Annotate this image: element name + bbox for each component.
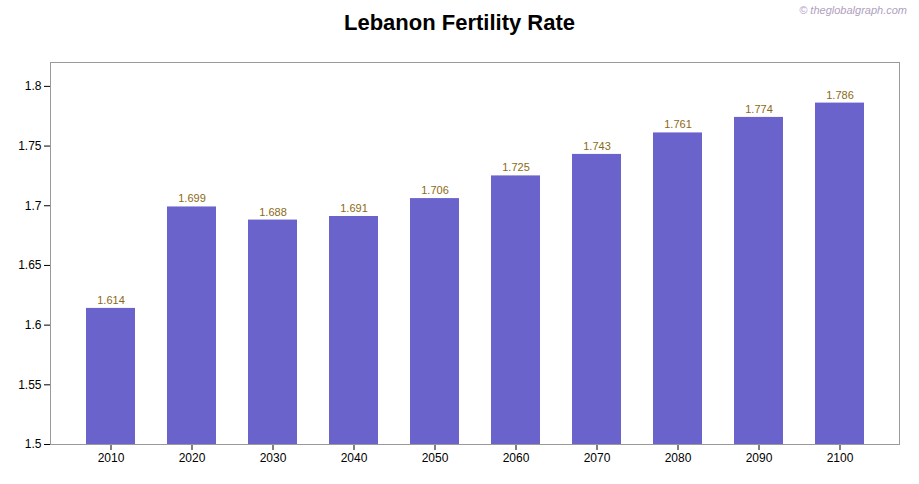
- svg-text:1.688: 1.688: [259, 206, 287, 218]
- html-text:Lebanon Fertility Rate: Lebanon Fertility Rate: [344, 10, 575, 35]
- svg-text:2010: 2010: [98, 451, 125, 465]
- svg-text:1.55: 1.55: [18, 378, 42, 392]
- svg-text:2100: 2100: [827, 451, 854, 465]
- svg-text:1.7: 1.7: [25, 199, 42, 213]
- svg-text:1.65: 1.65: [18, 258, 42, 272]
- svg-text:2040: 2040: [341, 451, 368, 465]
- svg-text:1.743: 1.743: [583, 140, 611, 152]
- svg-text:1.75: 1.75: [18, 139, 42, 153]
- svg-text:1.761: 1.761: [664, 118, 692, 130]
- svg-text:2020: 2020: [179, 451, 206, 465]
- svg-text:2080: 2080: [665, 451, 692, 465]
- svg-text:1.5: 1.5: [25, 437, 42, 451]
- html-text:© theglobalgraph.com: © theglobalgraph.com: [799, 4, 907, 16]
- svg-text:2030: 2030: [260, 451, 287, 465]
- svg-text:2050: 2050: [422, 451, 449, 465]
- svg-text:1.725: 1.725: [502, 161, 530, 173]
- svg-text:1.706: 1.706: [421, 184, 449, 196]
- svg-text:2060: 2060: [503, 451, 530, 465]
- svg-text:1.614: 1.614: [97, 294, 125, 306]
- svg-text:1.6: 1.6: [25, 318, 42, 332]
- svg-text:1.699: 1.699: [178, 192, 206, 204]
- svg-text:1.774: 1.774: [745, 103, 773, 115]
- svg-text:2070: 2070: [584, 451, 611, 465]
- svg-text:1.691: 1.691: [340, 202, 368, 214]
- svg-text:1.786: 1.786: [826, 89, 854, 101]
- svg-text:1.8: 1.8: [25, 79, 42, 93]
- svg-text:2090: 2090: [746, 451, 773, 465]
